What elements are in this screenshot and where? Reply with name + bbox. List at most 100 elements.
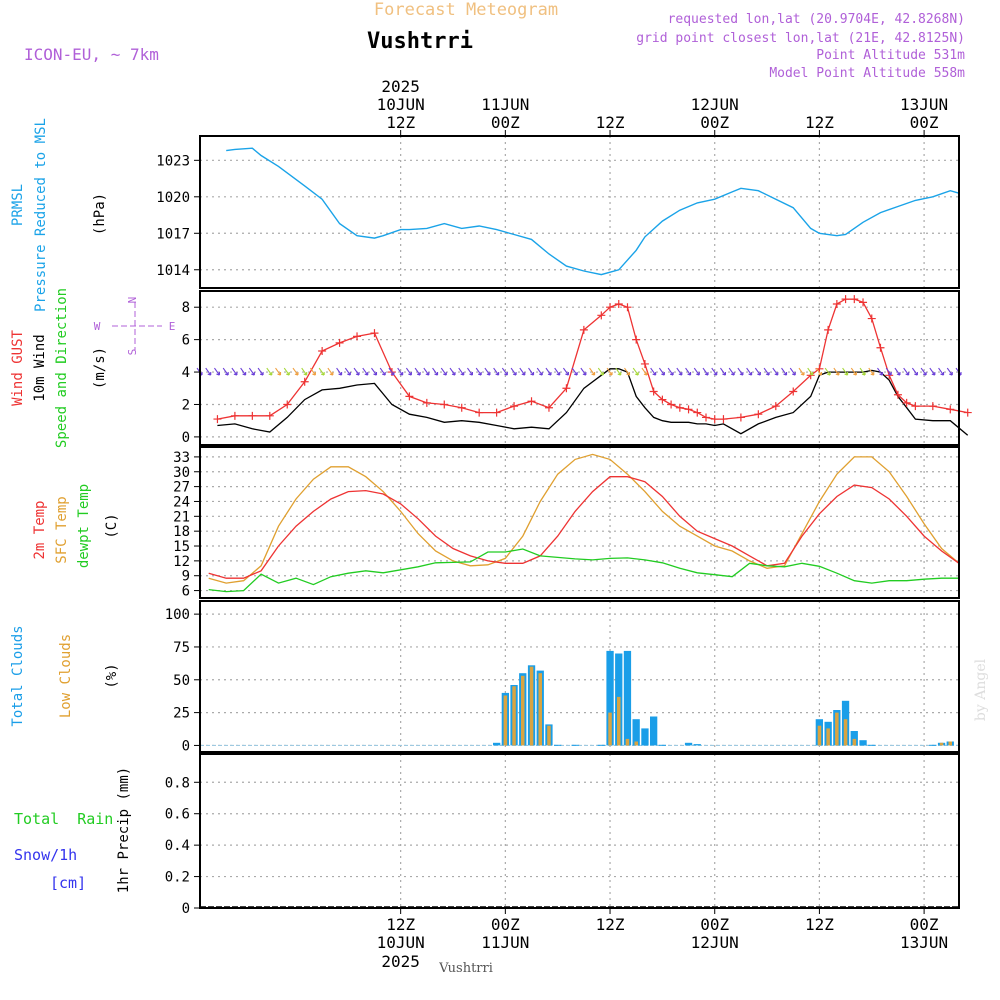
y-tick-label: 100 [165, 607, 190, 623]
wind-arrow [877, 367, 884, 376]
low-cloud-bar [529, 666, 534, 746]
gust-point [719, 415, 728, 424]
wind-arrow [554, 367, 561, 376]
x-label-bottom-hour: 00Z [700, 915, 729, 934]
y-tick-label: 1014 [156, 263, 190, 279]
wind-arrow [475, 367, 482, 376]
wind-arrow [301, 367, 308, 376]
low-cloud-bar [948, 741, 952, 746]
y-tick-label: 0.2 [165, 870, 190, 886]
gust-point [789, 387, 798, 396]
gust-point [771, 402, 780, 411]
wind-arrow [257, 367, 264, 376]
y-tick-label: 30 [173, 465, 190, 481]
wind-arrow [658, 367, 665, 376]
gust-point [902, 398, 911, 407]
dewpt-line [208, 548, 959, 593]
wind-arrow [859, 367, 866, 376]
wind-arrow [667, 367, 674, 376]
gust-point [702, 413, 710, 422]
wind-arrow [763, 367, 770, 376]
app-title: Forecast Meteogram [374, 0, 558, 20]
sfc-temp-line [208, 453, 960, 584]
wind-arrow [589, 367, 596, 376]
low-cloud-bar [843, 719, 848, 746]
gust-point [841, 295, 850, 304]
wind-arrow [824, 367, 831, 376]
wind-arrow [440, 367, 447, 376]
gust-point [684, 405, 693, 414]
wind-arrow [597, 367, 604, 376]
wind-arrow [266, 367, 273, 376]
gust-point [675, 403, 684, 412]
wind-arrow [536, 367, 543, 376]
gust-point [318, 346, 327, 355]
y-tick-label: 0.8 [165, 775, 190, 791]
y-tick-label: 1020 [156, 190, 190, 206]
y-tick-label: 0.6 [165, 807, 190, 823]
x-label-top-hour: 00Z [700, 113, 729, 132]
gust-point [300, 377, 309, 386]
gust-point [527, 397, 536, 406]
y-tick-label: 0 [182, 430, 190, 446]
gust-point [475, 408, 484, 417]
total-cloud-bar [623, 650, 632, 746]
x-label-bottom-date: 11JUN [481, 933, 529, 952]
gust-point [946, 405, 955, 414]
y-tick-label: 33 [173, 450, 190, 466]
rain-label: Total Rain [14, 810, 113, 828]
wind-arrow [318, 367, 325, 376]
wind-arrow [929, 367, 936, 376]
x-label-top-date: 11JUN [481, 95, 529, 114]
gust-point [614, 299, 623, 308]
precip-axis-title: 1hr Precip (mm) [116, 767, 132, 893]
low-cloud-bar [939, 742, 944, 746]
wind-arrow [815, 367, 822, 376]
gust-point [658, 395, 667, 404]
gust-point [283, 400, 292, 409]
wind-arrow [484, 367, 491, 376]
gust-point [850, 295, 859, 304]
gust-point [213, 415, 222, 424]
x-label-top-hour: 12Z [386, 113, 415, 132]
wind-arrow [641, 367, 648, 376]
wind-arrow [885, 367, 892, 376]
total-cloud-bar [658, 744, 666, 746]
y-tick-label: 0 [182, 738, 190, 754]
total-cloud-bar [641, 728, 649, 746]
y-tick-label: 18 [173, 524, 190, 540]
low-cloud-bar [625, 738, 630, 746]
total-cloud-bar [597, 744, 605, 746]
pressure-label-1: PRMSL [10, 184, 26, 226]
wind-arrow [606, 367, 613, 376]
x-label-bottom-year: 2025 [381, 952, 420, 971]
wind-arrow [248, 367, 255, 376]
wind-arrow [632, 367, 639, 376]
x-label-top-date: 10JUN [377, 95, 425, 114]
gust-point [832, 299, 841, 308]
wind-arrow [720, 367, 726, 376]
model-altitude: Model Point Altitude 558m [769, 66, 965, 81]
t2m-label: 2m Temp [32, 500, 48, 559]
total-cloud-bar [693, 744, 701, 746]
point-altitude: Point Altitude 531m [816, 48, 965, 63]
t2m-line [208, 476, 960, 579]
wind-arrow [850, 367, 857, 376]
y-tick-label: 12 [173, 554, 190, 570]
wind-arrow [519, 367, 526, 376]
wind-arrow [807, 367, 814, 376]
wind-arrow [868, 367, 875, 376]
gust-point [248, 411, 257, 420]
grid-point-coords: grid point closest lon,lat (21E, 42.8125… [636, 31, 965, 46]
panel-frame-precip [199, 753, 960, 909]
gust-point [963, 408, 972, 417]
low-cloud-bar [817, 725, 822, 746]
wind-arrow [772, 367, 779, 376]
total-cloud-bar [493, 742, 501, 746]
total-cloud-bar [632, 719, 640, 746]
wind-arrow [275, 367, 282, 376]
y-tick-label: 4 [182, 365, 190, 381]
gust-point [457, 403, 466, 412]
gust-point [640, 359, 649, 368]
wind-arrow [580, 367, 587, 376]
